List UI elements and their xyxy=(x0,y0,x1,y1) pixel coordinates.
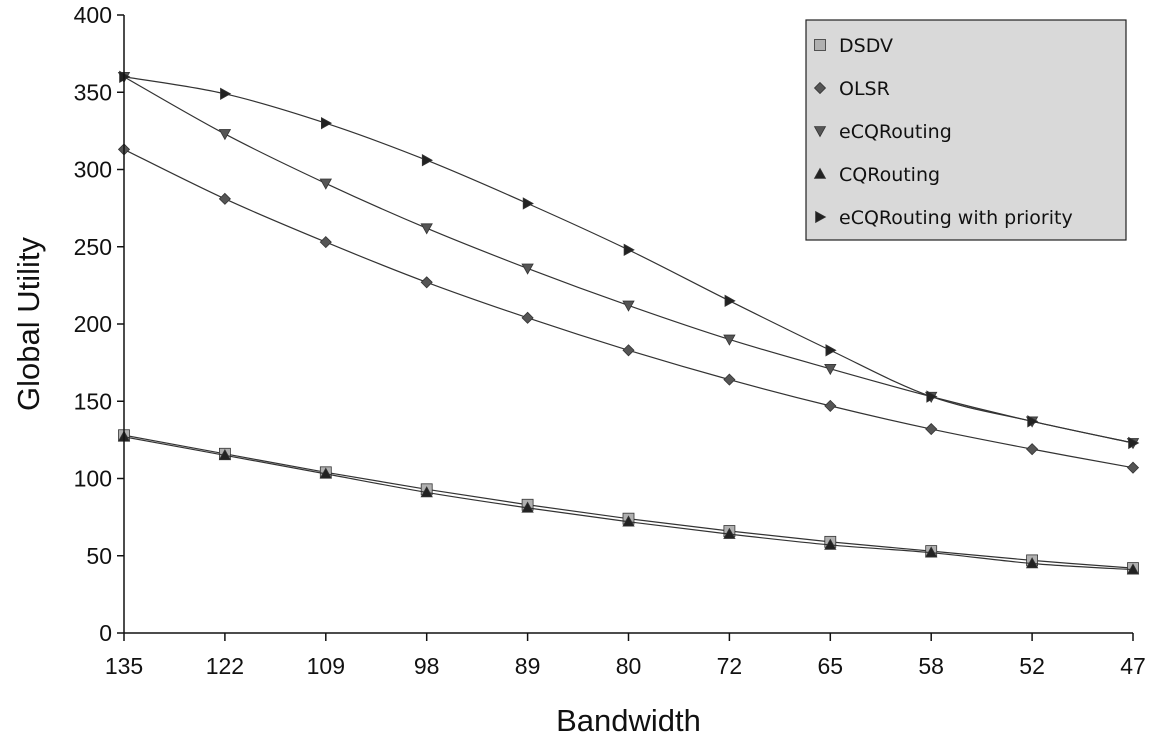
data-point-cqrouting xyxy=(420,486,433,498)
series-ecqrouting-with-priority xyxy=(119,70,1140,450)
series-cqrouting xyxy=(117,430,1140,575)
legend-label: CQRouting xyxy=(839,164,940,186)
data-point-ecqrouting-with-priority xyxy=(522,197,534,210)
data-point-ecqrouting xyxy=(319,178,332,190)
legend-label: eCQRouting xyxy=(839,121,952,143)
data-point-ecqrouting-with-priority xyxy=(926,390,938,403)
x-tick-label: 47 xyxy=(1120,653,1146,679)
data-point-olsr xyxy=(420,276,433,289)
legend: DSDV OLSR eCQRouting CQRouting eCQRouting wi… xyxy=(805,19,1127,241)
y-tick-label: 100 xyxy=(74,466,112,492)
legend-label: DSDV xyxy=(839,35,893,57)
y-axis-ticks: 0 50 100 150 200 250 300 350 400 xyxy=(74,2,124,646)
data-point-cqrouting xyxy=(925,546,938,558)
data-point-ecqrouting-with-priority xyxy=(1128,436,1140,450)
data-point-ecqrouting-with-priority xyxy=(220,87,232,100)
data-point-cqrouting xyxy=(521,501,534,513)
x-axis-ticks: 135 122 109 98 89 80 72 65 58 52 47 xyxy=(105,633,1146,679)
data-point-cqrouting xyxy=(824,538,837,550)
data-point-olsr xyxy=(1026,443,1039,456)
data-point-olsr xyxy=(925,422,938,436)
legend-label: OLSR xyxy=(839,78,890,100)
legend-marker xyxy=(814,39,826,51)
data-point-ecqrouting-with-priority xyxy=(623,243,635,257)
data-point-olsr xyxy=(824,399,837,412)
x-tick-label: 80 xyxy=(616,653,642,679)
x-tick-label: 65 xyxy=(818,653,844,679)
legend-marker xyxy=(815,210,827,224)
data-point-ecqrouting-with-priority xyxy=(825,344,837,357)
y-tick-label: 200 xyxy=(74,311,112,337)
data-point-ecqrouting-with-priority xyxy=(724,294,736,308)
legend-marker xyxy=(813,126,827,138)
data-point-olsr xyxy=(723,373,736,386)
data-point-ecqrouting xyxy=(723,334,736,346)
data-point-ecqrouting xyxy=(824,364,837,376)
legend-marker xyxy=(813,81,827,95)
data-point-cqrouting xyxy=(622,515,635,527)
data-point-cqrouting xyxy=(723,527,736,539)
x-tick-label: 122 xyxy=(206,653,244,679)
data-point-ecqrouting xyxy=(420,223,433,235)
series-layer xyxy=(117,70,1140,575)
data-point-cqrouting xyxy=(1025,557,1039,569)
data-point-olsr xyxy=(218,192,231,205)
x-tick-label: 89 xyxy=(515,653,541,679)
x-tick-label: 52 xyxy=(1019,653,1045,679)
x-tick-label: 135 xyxy=(105,653,143,679)
series-line-cqrouting xyxy=(123,436,1134,571)
data-point-cqrouting xyxy=(319,467,332,479)
y-tick-label: 50 xyxy=(86,543,112,569)
data-point-cqrouting xyxy=(218,449,232,461)
data-point-ecqrouting xyxy=(622,300,635,312)
y-tick-label: 250 xyxy=(74,234,112,260)
data-point-ecqrouting-with-priority xyxy=(421,154,434,167)
data-point-olsr xyxy=(622,344,635,357)
x-tick-label: 72 xyxy=(717,653,743,679)
data-point-ecqrouting xyxy=(521,263,534,275)
x-axis-title: Bandwidth xyxy=(556,703,701,736)
y-tick-label: 0 xyxy=(99,620,112,646)
x-tick-label: 58 xyxy=(918,653,944,679)
legend-marker xyxy=(813,167,827,179)
y-tick-label: 150 xyxy=(74,388,112,414)
series-dsdv xyxy=(118,429,1139,575)
y-tick-label: 400 xyxy=(74,2,112,28)
x-tick-label: 109 xyxy=(307,653,345,679)
series-line-dsdv xyxy=(123,434,1134,569)
series-olsr xyxy=(117,143,1140,474)
data-point-ecqrouting-with-priority xyxy=(1027,415,1039,428)
x-tick-label: 98 xyxy=(414,653,440,679)
legend-label: eCQRouting with priority xyxy=(839,207,1073,229)
data-point-olsr xyxy=(1126,461,1140,474)
data-point-olsr xyxy=(521,311,534,324)
y-tick-label: 300 xyxy=(74,157,112,183)
y-axis-title: Global Utility xyxy=(11,237,46,411)
data-point-cqrouting xyxy=(1126,563,1140,575)
data-point-olsr xyxy=(319,236,332,249)
y-tick-label: 350 xyxy=(74,79,112,105)
data-point-ecqrouting xyxy=(218,129,232,141)
legend-box xyxy=(805,19,1127,241)
data-point-ecqrouting-with-priority xyxy=(320,116,333,130)
